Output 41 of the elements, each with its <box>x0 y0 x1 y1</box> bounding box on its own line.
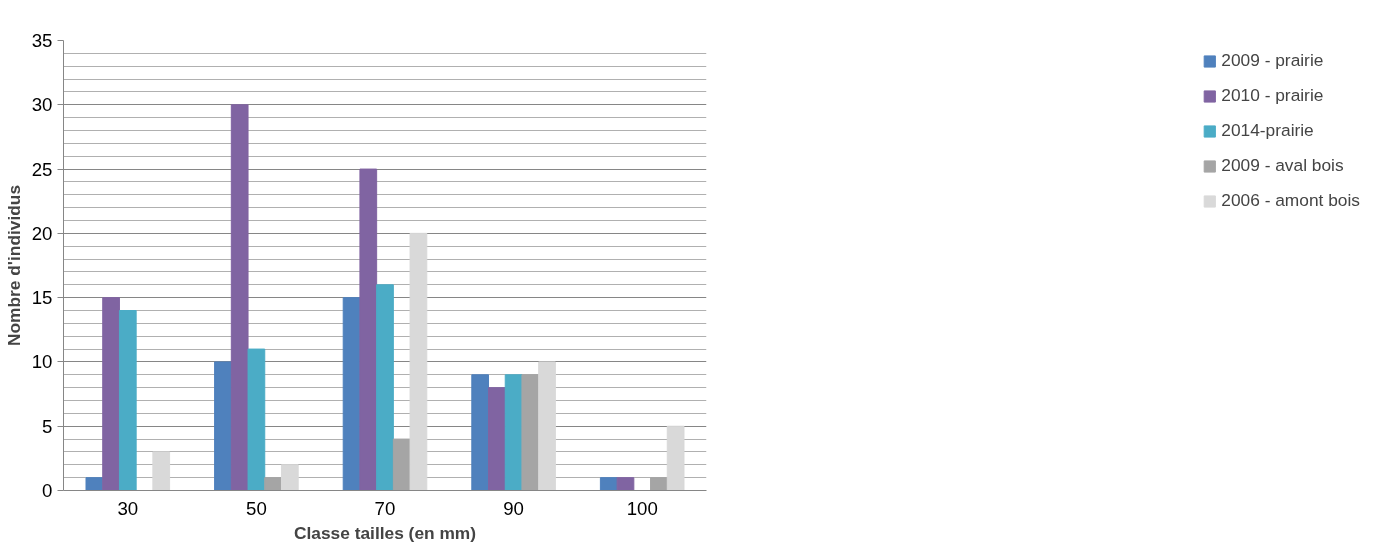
bar <box>392 438 411 491</box>
bar <box>521 374 540 491</box>
x-axis-title: Classe tailles (en mm) <box>293 522 477 543</box>
x-tick-label: 50 <box>246 497 267 519</box>
y-tick-label: 35 <box>31 30 53 51</box>
bar <box>471 374 490 491</box>
x-tick-label: 70 <box>374 497 396 519</box>
bar <box>666 425 685 491</box>
y-axis-title: Nombre d'individus <box>3 184 24 347</box>
legend-label: 2010 - prairie <box>1221 85 1324 106</box>
bar <box>359 168 378 491</box>
legend-label: 2009 - prairie <box>1221 50 1324 71</box>
bar <box>264 477 282 491</box>
y-tick-label: 30 <box>31 94 53 116</box>
bar <box>102 297 120 491</box>
bar <box>342 297 361 491</box>
legend-label: 2009 - aval bois <box>1221 155 1344 176</box>
legend-label: 2006 - amont bois <box>1221 190 1360 211</box>
bar <box>616 477 635 491</box>
bar <box>152 451 171 491</box>
y-tick-label: 5 <box>42 415 53 437</box>
bar <box>538 361 556 491</box>
legend-label: 2014-prairie <box>1221 120 1314 141</box>
bar <box>118 310 137 491</box>
y-tick-label: 15 <box>31 287 53 309</box>
bar <box>409 232 428 491</box>
bar <box>230 104 249 491</box>
y-tick-label: 10 <box>31 351 53 373</box>
bar <box>376 284 394 491</box>
y-tick-label: 0 <box>42 480 53 501</box>
bar <box>504 374 523 491</box>
bar <box>280 464 299 491</box>
x-tick-label: 100 <box>626 497 658 519</box>
bar <box>214 361 232 491</box>
y-tick-label: 25 <box>31 158 53 180</box>
x-tick-label: 90 <box>503 497 524 519</box>
y-tick-label: 20 <box>31 222 53 244</box>
bar <box>85 477 104 491</box>
bar <box>488 387 506 491</box>
x-tick-label: 30 <box>117 497 139 519</box>
bar <box>247 348 266 491</box>
